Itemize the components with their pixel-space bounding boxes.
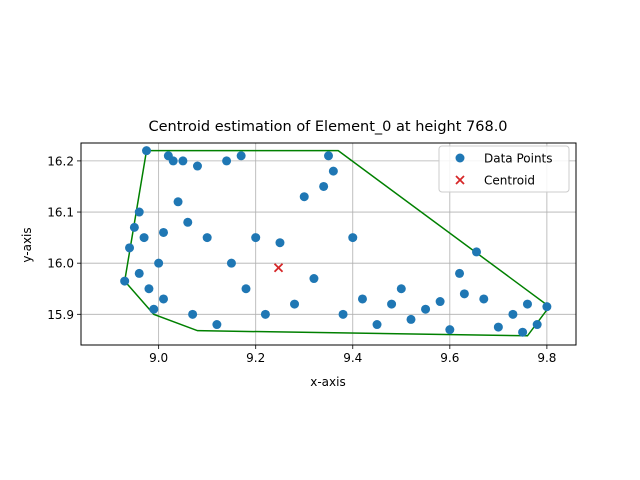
points-layer	[120, 146, 552, 337]
data-point	[459, 289, 469, 299]
data-point	[445, 325, 455, 335]
x-axis-label: x-axis	[310, 375, 345, 389]
y-tick-label: 15.9	[47, 308, 74, 322]
legend: Data Points Centroid	[438, 145, 570, 193]
data-point	[222, 156, 232, 166]
data-point	[241, 284, 251, 294]
data-point	[192, 161, 202, 171]
legend-marker-data-points	[455, 153, 465, 163]
data-point	[319, 181, 329, 191]
y-ticks: 15.9 16.0 16.1 16.2	[47, 154, 81, 322]
legend-label-data-points: Data Points	[484, 152, 553, 166]
data-point	[139, 233, 149, 243]
data-point	[372, 320, 382, 330]
data-point	[159, 294, 168, 304]
legend-label-centroid: Centroid	[484, 174, 535, 188]
data-point	[328, 166, 338, 176]
data-point	[134, 268, 144, 278]
data-point	[396, 284, 406, 294]
data-point	[324, 151, 333, 161]
data-point	[309, 274, 319, 284]
centroid-marker	[273, 263, 284, 273]
legend-marker-centroid	[455, 175, 465, 185]
data-point	[142, 146, 152, 156]
data-point	[406, 314, 416, 324]
centroid-layer	[273, 263, 284, 273]
centroid-stroke	[273, 263, 284, 273]
data-point	[168, 156, 178, 166]
data-point	[159, 227, 168, 237]
data-point	[178, 156, 188, 166]
data-point	[472, 247, 482, 257]
data-point	[455, 268, 465, 278]
x-tick-label: 9.0	[149, 351, 168, 365]
data-point	[421, 304, 431, 314]
y-axis-label: y-axis	[20, 227, 34, 262]
data-point	[435, 297, 445, 307]
data-point	[532, 320, 542, 330]
y-tick-label: 16.2	[47, 154, 74, 168]
data-point	[518, 327, 528, 337]
data-point	[236, 151, 246, 161]
data-point	[479, 294, 489, 304]
data-point	[173, 197, 183, 207]
data-point	[387, 299, 397, 309]
x-tick-label: 9.4	[343, 351, 362, 365]
data-point	[275, 238, 285, 248]
x-tick-label: 9.8	[537, 351, 556, 365]
data-point	[508, 309, 518, 319]
chart-title: Centroid estimation of Element_0 at heig…	[148, 119, 507, 135]
data-point	[251, 233, 261, 243]
data-point	[202, 233, 212, 243]
data-point	[493, 322, 503, 332]
data-point	[144, 284, 154, 294]
legend-box	[438, 145, 570, 193]
data-point	[348, 233, 358, 243]
data-point	[357, 294, 367, 304]
data-point	[188, 309, 198, 319]
y-tick-label: 16.0	[47, 257, 74, 271]
data-point	[129, 222, 139, 232]
data-point	[183, 217, 193, 227]
x-tick-label: 9.2	[246, 351, 265, 365]
data-point	[154, 258, 164, 268]
data-point	[260, 309, 270, 319]
data-point	[290, 299, 300, 309]
plot-frame	[80, 142, 577, 346]
x-tick-label: 9.6	[440, 351, 459, 365]
data-point	[299, 192, 309, 202]
data-point	[522, 299, 532, 309]
data-point	[212, 320, 222, 330]
y-tick-label: 16.1	[47, 206, 74, 220]
x-ticks: 9.0 9.2 9.4 9.6 9.8	[149, 345, 556, 365]
data-point	[149, 304, 159, 314]
data-point	[542, 302, 552, 312]
data-point	[338, 309, 348, 319]
data-point	[226, 258, 236, 268]
data-point	[125, 243, 135, 253]
data-point	[120, 276, 130, 286]
data-point	[134, 207, 144, 217]
